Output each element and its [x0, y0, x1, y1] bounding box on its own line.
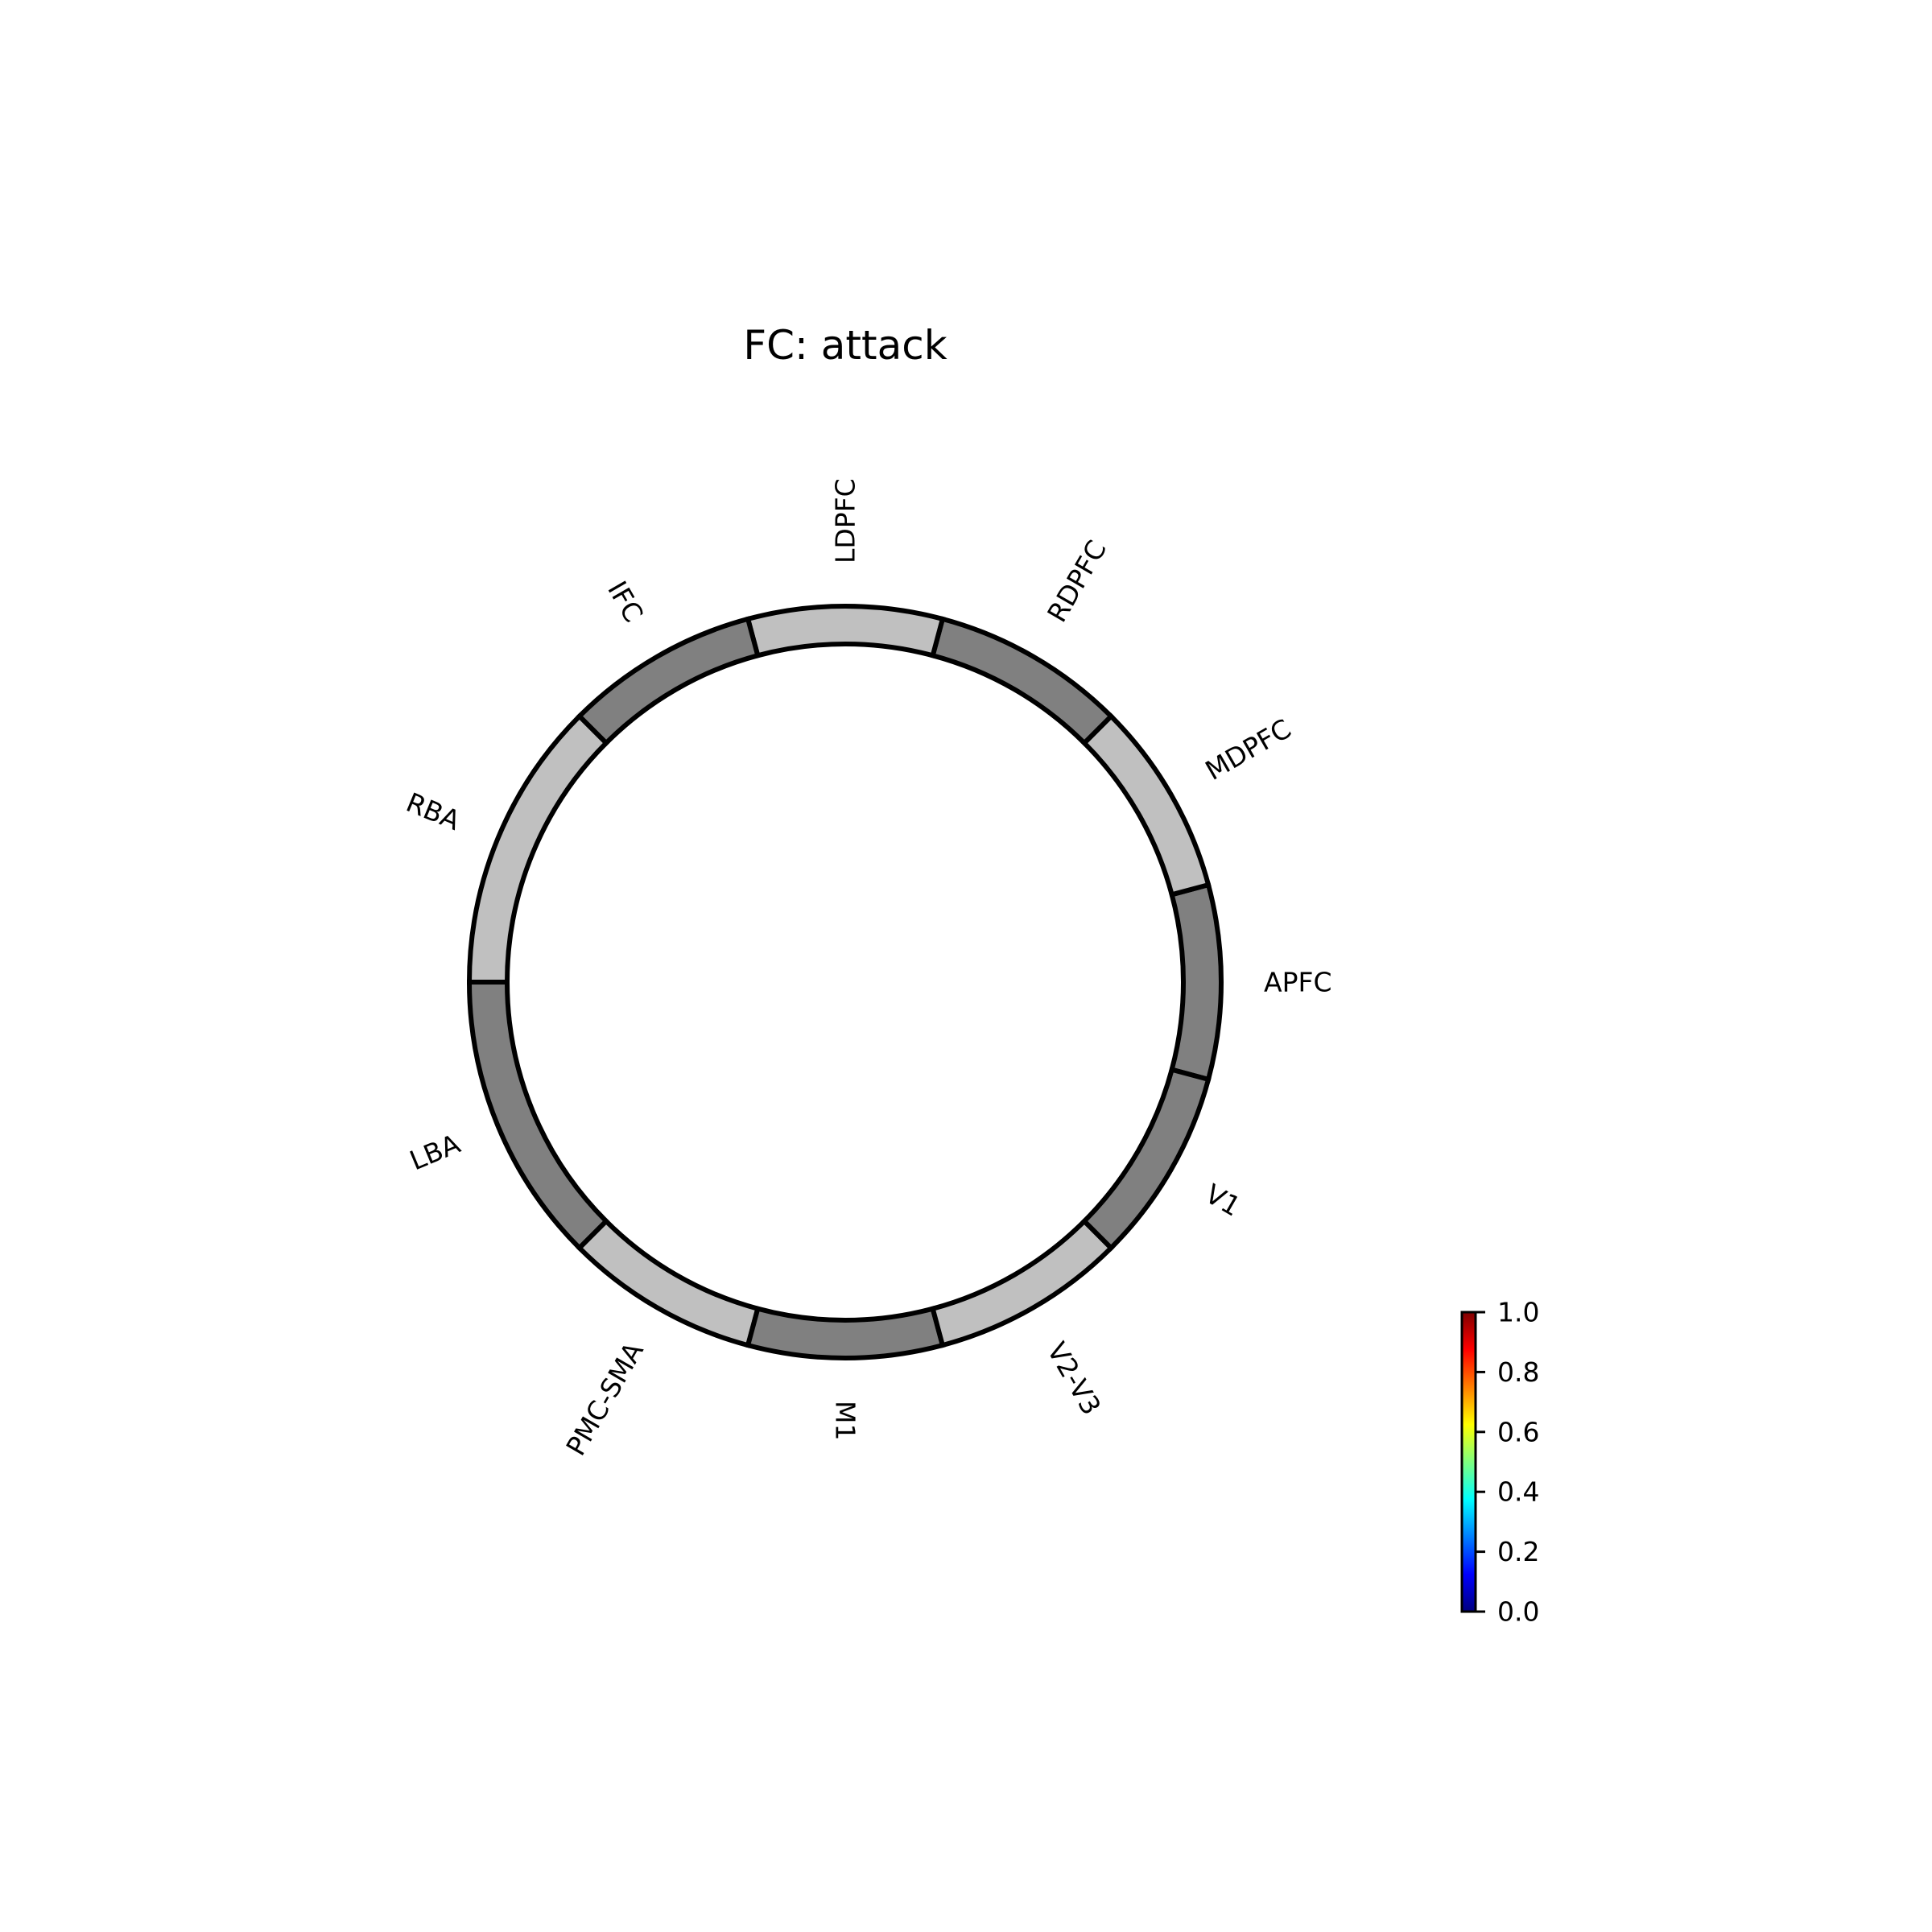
node-label-apfc: APFC [1264, 967, 1332, 998]
colorbar-tick-label: 0.6 [1497, 1416, 1539, 1447]
node-label-m1: M1 [830, 1401, 861, 1440]
colorbar-tick-label: 0.8 [1497, 1356, 1539, 1388]
colorbar-ticks: 0.0 0.2 0.4 0.6 0.8 1.0 [1476, 1297, 1539, 1628]
node-label-ldpfc: LDPFC [830, 478, 861, 564]
colorbar: 0.0 0.2 0.4 0.6 0.8 1.0 [1460, 1297, 1539, 1628]
node-segment-v1 [1080, 1067, 1212, 1252]
colorbar-tick-label: 0.2 [1497, 1536, 1539, 1567]
colorbar-gradient [1460, 1311, 1477, 1613]
colorbar-tick-label: 1.0 [1497, 1297, 1539, 1328]
chart-title: FC: attack [743, 322, 947, 369]
colorbar-tick-label: 0.4 [1497, 1476, 1539, 1508]
node-ring [466, 604, 1224, 1361]
colorbar-tick-label: 0.0 [1497, 1596, 1539, 1628]
